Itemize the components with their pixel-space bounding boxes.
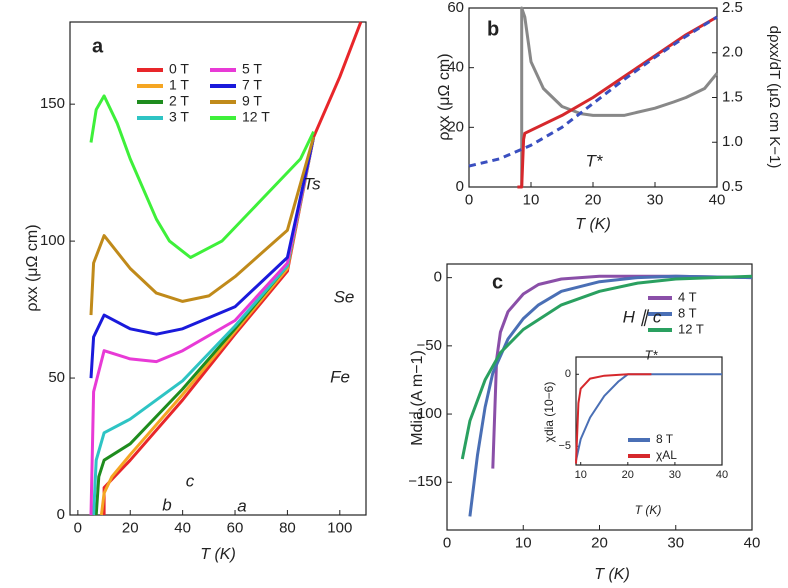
y-tick-label: 50 — [48, 369, 65, 386]
legend-label: 12 T — [678, 321, 704, 336]
panel: 10 20 30 40 −5 0 8 T χAL T (K) χdia (10−6) T* — [542, 347, 728, 517]
panel-label: a — [92, 35, 104, 57]
x-tick-label: 40 — [744, 534, 761, 551]
legend-label: χAL — [656, 448, 677, 462]
x-tick-label: 20 — [585, 191, 602, 208]
legend-label: 1 T — [169, 77, 189, 93]
panel: 0 10 20 30 40 0 20 40 60 0.5 1.0 1.5 2.0 2.5 b T (K) ρxx… — [436, 0, 783, 233]
y-tick-label: 20 — [447, 118, 464, 135]
series-line — [520, 6, 719, 187]
legend-label: 3 T — [169, 109, 189, 125]
series-line — [89, 94, 315, 259]
plot-frame — [575, 356, 723, 466]
x-tick-label: 30 — [647, 191, 664, 208]
x-tick-label: 60 — [227, 519, 244, 536]
annotation: Se — [334, 287, 355, 306]
y-tick-label: 0 — [57, 506, 65, 523]
x-tick-label: 10 — [523, 191, 540, 208]
series-line — [92, 136, 316, 516]
series-line — [102, 21, 363, 515]
plot-frame — [69, 21, 367, 516]
legend-label: 9 T — [242, 93, 262, 109]
series-line — [460, 274, 753, 460]
x-tick-label: 0 — [465, 191, 473, 208]
y2-tick-label: 2.5 — [722, 0, 743, 16]
legend-label: 2 T — [169, 93, 189, 109]
annotation: Fe — [330, 367, 350, 386]
x-tick-label: 0 — [74, 519, 82, 536]
x-tick-label: 80 — [279, 519, 296, 536]
y-tick-label: 0 — [565, 368, 571, 380]
legend-label: 0 T — [169, 61, 189, 77]
legend-label: 12 T — [242, 109, 270, 125]
x-tick-label: 0 — [443, 534, 451, 551]
x-tick-label: 40 — [174, 519, 191, 536]
y-axis-label: ρxx (μΩ cm) — [436, 53, 453, 140]
legend-label: 5 T — [242, 61, 262, 77]
series-line — [89, 136, 316, 516]
series-line — [89, 136, 316, 316]
x-tick-label: 100 — [327, 519, 352, 536]
y-tick-label: 100 — [40, 232, 65, 249]
annotation: Ts — [303, 174, 321, 193]
y-axis-label: Mdia (A m−1) — [409, 350, 426, 446]
x-tick-label: 20 — [622, 469, 634, 481]
x-tick-label: 40 — [716, 469, 728, 481]
y-tick-label: 0 — [456, 178, 464, 195]
x-axis-label: T (K) — [575, 216, 611, 233]
x-axis-label: T (K) — [594, 566, 630, 583]
annotation: c — [186, 471, 195, 490]
y2-tick-label: 1.0 — [722, 133, 743, 150]
y-tick-label: 0 — [434, 269, 442, 286]
legend-label: 8 T — [678, 305, 697, 320]
x-tick-label: 10 — [515, 534, 532, 551]
annotation: T* — [645, 347, 659, 362]
series-line — [468, 274, 753, 517]
x-tick-label: 10 — [575, 469, 587, 481]
x-tick-label: 20 — [591, 534, 608, 551]
legend-label: 8 T — [656, 432, 674, 446]
series-line — [575, 373, 652, 464]
annotation: T* — [586, 151, 604, 170]
x-tick-label: 30 — [669, 469, 681, 481]
legend-label: 7 T — [242, 77, 262, 93]
x-tick-label: 40 — [709, 191, 726, 208]
y2-tick-label: 1.5 — [722, 88, 743, 105]
x-tick-label: 30 — [667, 534, 684, 551]
x-axis-label: T (K) — [200, 546, 236, 563]
annotation: b — [162, 495, 171, 514]
panel: 0 20 40 60 80 100 0 50 100 150 0 T1 T2 T3 T 5 T7 T9… — [24, 21, 367, 563]
series-line — [99, 136, 316, 516]
panel-label: b — [487, 18, 499, 40]
x-tick-label: 20 — [122, 519, 139, 536]
y-tick-label: 150 — [40, 95, 65, 112]
annotation: a — [237, 496, 246, 515]
y2-tick-label: 0.5 — [722, 178, 743, 195]
y-tick-label: −5 — [558, 440, 571, 452]
y-tick-label: −50 — [417, 337, 442, 354]
y-tick-label: 40 — [447, 59, 464, 76]
y-axis-label: χdia (10−6) — [542, 382, 556, 443]
series-line — [89, 136, 316, 379]
y-tick-label: −150 — [408, 473, 442, 490]
x-axis-label: T (K) — [635, 503, 662, 517]
y-tick-label: −100 — [408, 405, 442, 422]
legend-label: 4 T — [678, 289, 697, 304]
annotation: H ∥ c — [623, 307, 662, 326]
y2-tick-label: 2.0 — [722, 44, 743, 61]
y-axis-label: ρxx (μΩ cm) — [24, 224, 41, 311]
series-line — [575, 373, 722, 461]
y2-axis-label: dρxx/dT (μΩ cm K−1) — [766, 26, 783, 169]
y-tick-label: 60 — [447, 0, 464, 16]
series-line — [468, 15, 718, 168]
panel-label: c — [492, 271, 503, 293]
